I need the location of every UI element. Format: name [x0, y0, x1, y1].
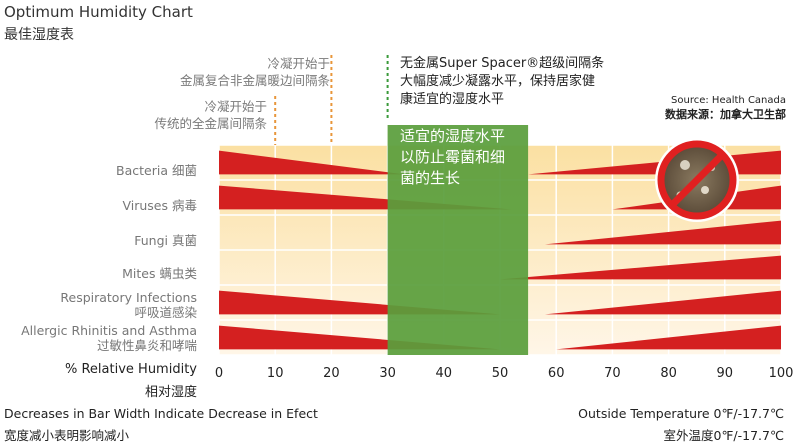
annotation-super-spacer-line2: 大幅度减少凝露水平，保持居家健: [400, 74, 596, 89]
row-label-fungi-en: Fungi: [134, 233, 168, 248]
annotation-super-spacer-line1: 无金属Super Spacer®超级间隔条: [400, 56, 605, 71]
bar-decrease-0: [219, 150, 405, 175]
x-tick-label-5: 50: [492, 366, 509, 381]
row-label-mites: Mites 螨虫类: [122, 266, 197, 281]
annotation-warm-edge: 冷凝开始于 金属复合非金属暖边间隔条: [180, 55, 330, 89]
row-label-viruses: Viruses 病毒: [122, 198, 197, 213]
x-tick-label-7: 70: [604, 366, 621, 381]
footnote-right-zh: 室外温度0℉/-17.7℃: [663, 428, 784, 443]
annotation-metal-line2: 传统的全金属间隔条: [154, 116, 267, 131]
annotation-warm-edge-line2: 金属复合非金属暖边间隔条: [179, 73, 330, 88]
x-tick-label-1: 10: [267, 366, 284, 381]
row-label-mites-en: Mites: [122, 266, 156, 281]
row-label-allergic-zh: 过敏性鼻炎和哮喘: [96, 338, 197, 353]
row-label-fungi-zh: 真菌: [171, 233, 197, 248]
footnote-left-en: Decreases in Bar Width Indicate Decrease…: [4, 406, 318, 421]
row-label-allergic-en: Allergic Rhinitis and Asthma: [21, 323, 197, 338]
bar-increase-2: [544, 220, 781, 245]
x-tick-label-9: 90: [717, 366, 734, 381]
source-zh: 数据来源：加拿大卫生部: [665, 108, 786, 121]
optimum-zone: [387, 125, 529, 355]
chart-title: Optimum Humidity Chart: [4, 3, 193, 21]
row-label-respiratory: Respiratory Infections 呼吸道感染: [60, 290, 197, 320]
annotation-super-spacer-line3: 康适宜的湿度水平: [400, 92, 505, 107]
x-tick-label-0: 0: [215, 366, 223, 381]
row-label-viruses-zh: 病毒: [171, 198, 197, 213]
row-label-respiratory-zh: 呼吸道感染: [134, 305, 197, 320]
optimum-zone-label: 适宜的湿度水平 以防止霉菌和细 菌的生长: [400, 126, 505, 189]
row-label-bacteria-en: Bacteria: [116, 163, 168, 178]
row-label-respiratory-en: Respiratory Infections: [60, 290, 197, 305]
optimum-zone-label-line3: 菌的生长: [400, 169, 461, 187]
optimum-zone-label-line2: 以防止霉菌和细: [400, 148, 506, 166]
chart-title-zh: 最佳湿度表: [4, 27, 74, 43]
optimum-zone-label-line1: 适宜的湿度水平: [400, 127, 506, 145]
x-axis-title: % Relative Humidity: [65, 362, 197, 377]
bar-increase-5: [556, 325, 781, 350]
x-tick-label-2: 20: [323, 366, 340, 381]
row-label-bacteria: Bacteria 细菌: [116, 163, 197, 178]
source-note: Source: Health Canada 数据来源：加拿大卫生部: [665, 94, 786, 122]
annotation-metal: 冷凝开始于 传统的全金属间隔条: [154, 98, 267, 132]
bar-increase-4: [544, 290, 781, 315]
x-axis-ticks: 0 10 20 30 40 50 60 70 80 90 100: [215, 366, 794, 381]
row-label-viruses-en: Viruses: [122, 198, 168, 213]
annotation-metal-line1: 冷凝开始于: [204, 99, 267, 114]
row-label-fungi: Fungi 真菌: [134, 233, 197, 248]
annotation-lines: [274, 55, 389, 145]
annotation-super-spacer: 无金属Super Spacer®超级间隔条 大幅度减少凝露水平，保持居家健 康适…: [400, 55, 604, 109]
x-tick-label-3: 30: [379, 366, 396, 381]
x-tick-label-6: 60: [548, 366, 565, 381]
source-en: Source: Health Canada: [671, 95, 786, 106]
x-tick-label-10: 100: [769, 366, 794, 381]
x-tick-label-4: 40: [436, 366, 453, 381]
row-label-bacteria-zh: 细菌: [171, 163, 197, 178]
row-label-mites-zh: 螨虫类: [159, 266, 197, 281]
footnote-left-zh: 宽度减小表明影响减小: [4, 428, 130, 443]
annotation-warm-edge-line1: 冷凝开始于: [267, 56, 330, 71]
footnote-right-en: Outside Temperature 0℉/-17.7℃: [578, 406, 784, 421]
row-label-allergic: Allergic Rhinitis and Asthma 过敏性鼻炎和哮喘: [21, 323, 197, 353]
x-axis-title-zh: 相对湿度: [144, 385, 197, 400]
no-bacteria-icon: [655, 138, 739, 222]
bar-increase-3: [500, 255, 781, 280]
x-tick-label-8: 80: [660, 366, 677, 381]
